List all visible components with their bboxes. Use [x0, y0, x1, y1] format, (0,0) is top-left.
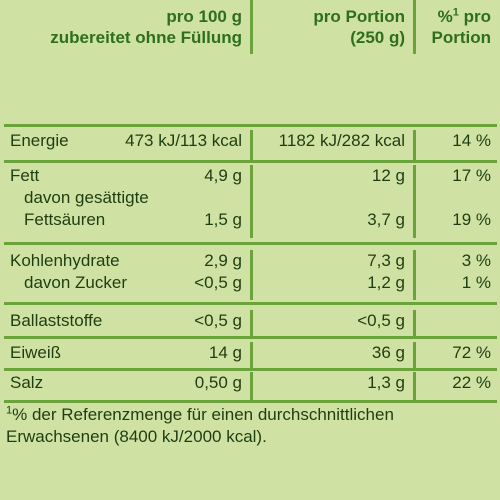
footnote: 1% der Referenzmenge für einen durchschn…	[6, 404, 394, 446]
row-eiweiss: Eiweiß 14 g 36 g 72 %	[4, 342, 497, 368]
divider	[4, 368, 497, 371]
divider	[4, 124, 497, 127]
row-kohlenhydrate: Kohlenhydrate 2,9 g davon Zucker <0,5 g 7,…	[4, 250, 497, 300]
divider	[4, 242, 497, 245]
row-energie: Energie 473 kJ/113 kcal 1182 kJ/282 kcal …	[4, 130, 497, 160]
divider	[4, 400, 497, 403]
divider	[4, 160, 497, 163]
divider	[4, 302, 497, 305]
row-ballaststoffe: Ballaststoffe <0,5 g <0,5 g	[4, 310, 497, 336]
divider	[4, 336, 497, 339]
row-fett: Fett 4,9 g davon gesättigte Fettsäuren 1,5…	[4, 165, 497, 238]
header-per-100g: pro 100 g zubereitet ohne Füllung	[50, 7, 242, 47]
header-percent-portion: %1 pro Portion	[413, 0, 497, 54]
table-header: pro 100 g zubereitet ohne Füllung pro Po…	[4, 0, 497, 54]
row-salz: Salz 0,50 g 1,3 g 22 %	[4, 372, 497, 400]
header-per-portion: pro Portion (250 g)	[250, 0, 413, 54]
